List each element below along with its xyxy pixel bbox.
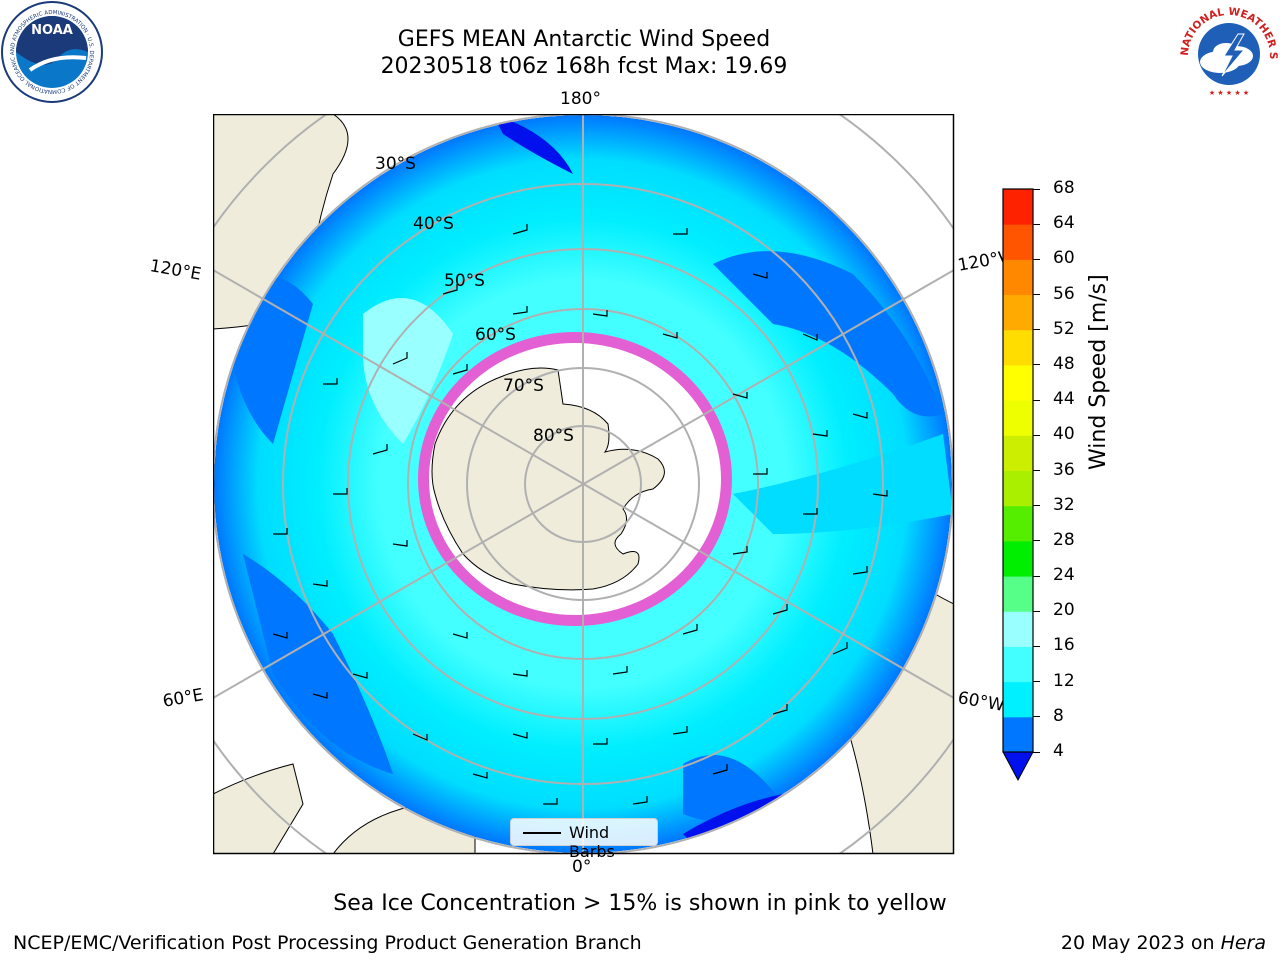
colorbar-tick-label: 64	[1053, 213, 1075, 234]
footer-right: 20 May 2023 on Hera	[1061, 932, 1266, 954]
colorbar-label: Wind Speed [m/s]	[1086, 274, 1111, 470]
colorbar-tick-mark	[1033, 294, 1040, 296]
colorbar-tick-label: 24	[1053, 565, 1075, 586]
colorbar-tick-mark	[1033, 716, 1040, 718]
colorbar-tick-label: 16	[1053, 635, 1075, 656]
colorbar-band	[1003, 540, 1033, 577]
colorbar-tick-mark	[1033, 470, 1040, 471]
colorbar-tick-mark	[1033, 399, 1040, 401]
colorbar-bands	[1003, 189, 1033, 753]
colorbar-tick-label: 52	[1053, 318, 1075, 339]
wind-barb-legend-icon	[523, 832, 561, 834]
colorbar-band	[1003, 400, 1033, 436]
colorbar-band	[1003, 646, 1033, 683]
colorbar-band	[1003, 224, 1033, 260]
colorbar-tick-mark	[1033, 223, 1040, 225]
colorbar-band	[1003, 505, 1033, 542]
colorbar-band	[1003, 611, 1033, 647]
lat-label-40s: 40°S	[413, 214, 454, 234]
svg-text:★ ★ ★ ★ ★: ★ ★ ★ ★ ★	[1209, 89, 1249, 97]
colorbar-tick-label: 48	[1053, 353, 1075, 374]
colorbar-tick-label: 56	[1053, 283, 1075, 304]
nws-logo: NATIONAL WEATHER SERVICE ★ ★ ★ ★ ★	[1178, 0, 1279, 99]
title-line-1: GEFS MEAN Antarctic Wind Speed	[397, 27, 771, 52]
lon-label-180: 180°	[560, 89, 601, 109]
colorbar-extend-triangle	[1002, 751, 1034, 782]
colorbar-tick-mark	[1033, 364, 1040, 366]
footer-machine: Hera	[1220, 932, 1266, 954]
colorbar-tick-mark	[1033, 188, 1040, 190]
colorbar-tick-mark	[1033, 258, 1040, 260]
colorbar-band	[1003, 329, 1033, 366]
colorbar-band	[1003, 576, 1033, 612]
map-legend-label: Wind Barbs	[569, 823, 615, 861]
colorbar-tick-mark	[1033, 681, 1040, 683]
colorbar-tick-label: 20	[1053, 600, 1075, 621]
title-line-2: 20230518 t06z 168h fcst Max: 19.69	[380, 54, 788, 79]
colorbar-band	[1003, 294, 1033, 331]
colorbar-band	[1003, 364, 1033, 401]
lon-label-120e: 120°E	[148, 256, 203, 285]
lon-label-60e: 60°E	[161, 685, 205, 712]
antarctic-map: 30°S 40°S 50°S 60°S 70°S 80°S	[213, 114, 955, 855]
colorbar-tick-mark	[1033, 434, 1040, 436]
lat-label-80s: 80°S	[533, 426, 574, 446]
lat-label-30s: 30°S	[375, 154, 416, 174]
colorbar-tick-label: 40	[1053, 424, 1075, 445]
colorbar-band	[1003, 189, 1033, 225]
colorbar-tick-label: 60	[1053, 248, 1075, 269]
colorbar-band	[1003, 435, 1033, 471]
colorbar-tick-mark	[1033, 575, 1040, 577]
colorbar-tick-mark	[1033, 329, 1040, 331]
footer-left: NCEP/EMC/Verification Post Processing Pr…	[13, 932, 642, 954]
colorbar-tick-mark	[1033, 610, 1040, 612]
colorbar-tick-mark	[1033, 505, 1040, 507]
colorbar-band	[1003, 716, 1033, 753]
colorbar-tick-label: 36	[1053, 459, 1075, 480]
lat-label-50s: 50°S	[444, 271, 485, 291]
colorbar-band	[1003, 259, 1033, 296]
colorbar-band	[1003, 470, 1033, 507]
colorbar-tick-mark	[1033, 540, 1040, 542]
lon-label-0: 0°	[572, 857, 592, 877]
map-frame	[213, 114, 955, 855]
colorbar-tick-label: 8	[1053, 705, 1064, 726]
sea-ice-caption: Sea Ice Concentration > 15% is shown in …	[333, 891, 947, 916]
colorbar-band	[1003, 681, 1033, 718]
colorbar-tick-label: 12	[1053, 670, 1075, 691]
colorbar-tick-label: 28	[1053, 529, 1075, 550]
noaa-logo-text: NOAA	[31, 23, 73, 38]
colorbar-tick-mark	[1033, 645, 1040, 647]
lat-label-60s: 60°S	[475, 325, 516, 345]
noaa-logo: NATIONAL OCEANIC AND ATMOSPHERIC ADMINIS…	[0, 0, 103, 103]
colorbar	[1002, 188, 1034, 782]
footer-date: 20 May 2023 on	[1060, 932, 1215, 954]
lat-label-70s: 70°S	[503, 376, 544, 396]
colorbar-tick-mark	[1033, 751, 1040, 753]
colorbar-tick-label: 32	[1053, 494, 1075, 515]
colorbar-tick-label: 68	[1053, 178, 1075, 198]
map-legend: Wind Barbs	[510, 818, 658, 861]
colorbar-tick-label: 4	[1053, 741, 1064, 761]
lon-label-60w: 60°W	[956, 688, 1006, 717]
colorbar-tick-label: 44	[1053, 389, 1075, 410]
wind-barbs	[272, 224, 888, 805]
